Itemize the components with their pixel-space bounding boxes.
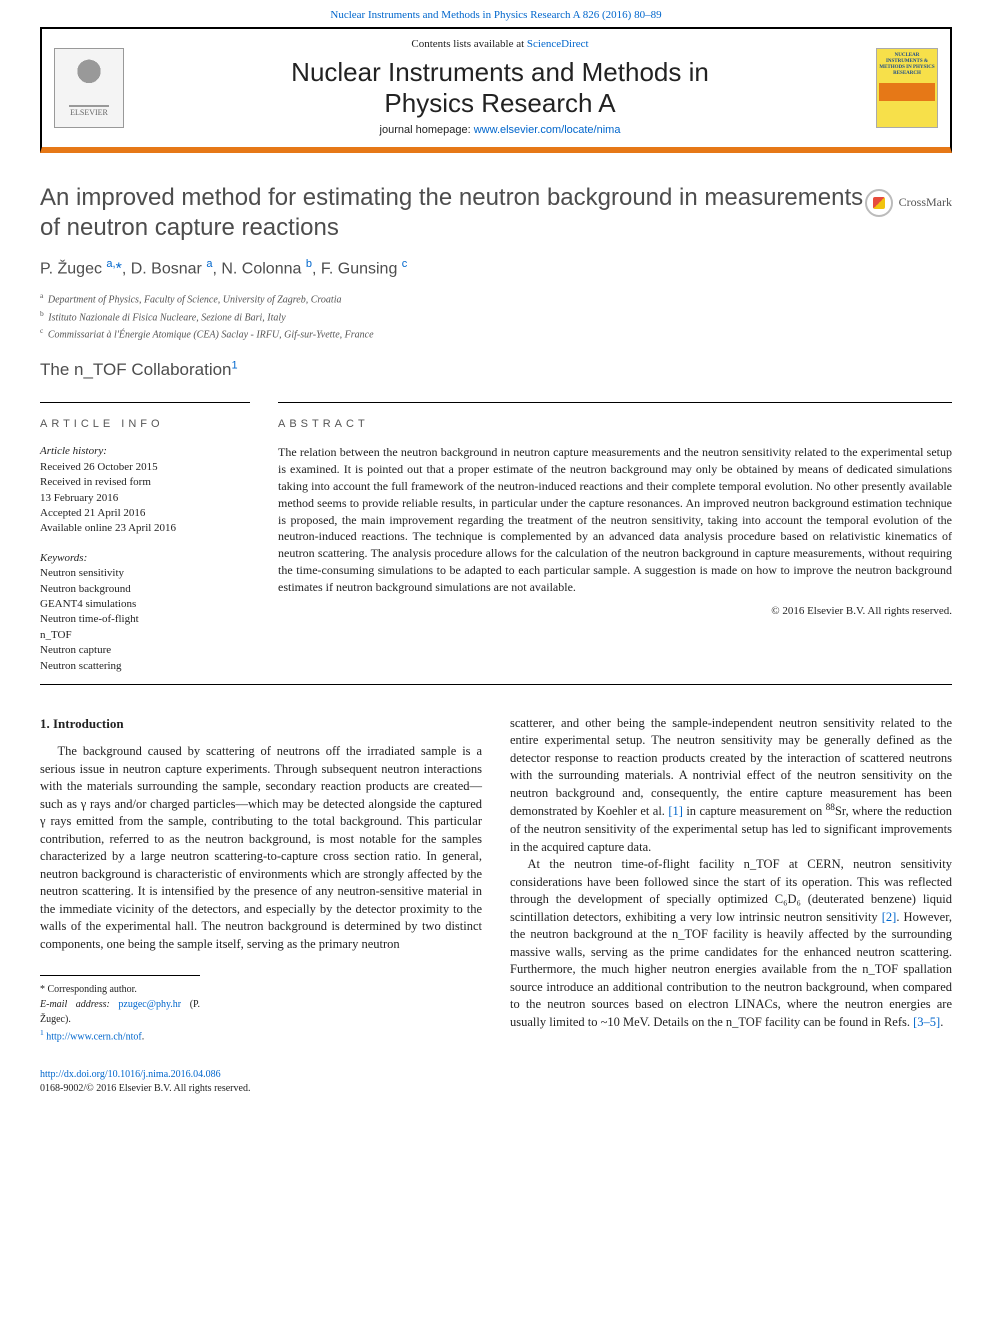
journal-header: ELSEVIER Contents lists available at Sci…: [40, 27, 952, 152]
keyword: GEANT4 simulations: [40, 597, 250, 612]
page-footer: http://dx.doi.org/10.1016/j.nima.2016.04…: [0, 1054, 992, 1116]
body-paragraph: At the neutron time-of-flight facility n…: [510, 856, 952, 1031]
keyword: Neutron scattering: [40, 659, 250, 674]
contents-line: Contents lists available at ScienceDirec…: [124, 37, 876, 52]
history-line: Accepted 21 April 2016: [40, 506, 250, 521]
keyword: n_TOF: [40, 628, 250, 643]
sr-sup: 88: [826, 803, 835, 813]
elsevier-tree-icon: [69, 57, 109, 107]
p2-mid: in capture measurement on: [683, 805, 826, 819]
p3-mid: . However, the neutron background at the…: [510, 910, 952, 1029]
footnote-end: .: [142, 1031, 145, 1042]
affiliations: a Department of Physics, Faculty of Scie…: [40, 290, 952, 342]
history-line: 13 February 2016: [40, 491, 250, 506]
keywords-block: Keywords: Neutron sensitivityNeutron bac…: [40, 551, 250, 674]
cover-stripe: [879, 83, 935, 101]
contents-prefix: Contents lists available at: [411, 38, 526, 50]
journal-title-line1: Nuclear Instruments and Methods in: [291, 57, 709, 87]
running-head: Nuclear Instruments and Methods in Physi…: [0, 0, 992, 27]
info-heading: article info: [40, 417, 250, 432]
email-label: E-mail address:: [40, 999, 118, 1010]
history-line: Received 26 October 2015: [40, 460, 250, 475]
journal-title-line2: Physics Research A: [384, 88, 615, 118]
p2-pre: scatterer, and other being the sample-in…: [510, 716, 952, 819]
keyword: Neutron sensitivity: [40, 566, 250, 581]
article-title: An improved method for estimating the ne…: [40, 183, 952, 243]
crossmark-badge[interactable]: CrossMark: [865, 189, 952, 217]
issn-copyright: 0168-9002/© 2016 Elsevier B.V. All right…: [40, 1083, 250, 1094]
homepage-prefix: journal homepage:: [380, 124, 474, 136]
ntof-link[interactable]: http://www.cern.ch/ntof: [46, 1031, 141, 1042]
history-line: Available online 23 April 2016: [40, 521, 250, 536]
ref-link[interactable]: [2]: [882, 910, 897, 924]
homepage-line: journal homepage: www.elsevier.com/locat…: [124, 123, 876, 138]
homepage-link[interactable]: www.elsevier.com/locate/nima: [474, 124, 621, 136]
section-heading: 1. Introduction: [40, 715, 482, 733]
collab-name: The n_TOF Collaboration: [40, 360, 232, 379]
keywords-head: Keywords:: [40, 551, 250, 566]
author-email-link[interactable]: pzugec@phy.hr: [118, 999, 181, 1010]
history-line: Received in revised form: [40, 475, 250, 490]
ref-link[interactable]: [3–5]: [913, 1015, 940, 1029]
ref-link[interactable]: [1]: [668, 805, 683, 819]
divider: [40, 684, 952, 685]
journal-cover-thumb: NUCLEAR INSTRUMENTS & METHODS IN PHYSICS…: [876, 48, 938, 128]
affiliation-line: c Commissariat à l'Énergie Atomique (CEA…: [40, 325, 952, 342]
crossmark-label: CrossMark: [899, 194, 952, 211]
body-paragraph: scatterer, and other being the sample-in…: [510, 715, 952, 856]
running-head-link[interactable]: Nuclear Instruments and Methods in Physi…: [330, 9, 661, 21]
email-line: E-mail address: pzugec@phy.hr (P. Žugec)…: [40, 997, 200, 1027]
keyword: Neutron capture: [40, 643, 250, 658]
article-history: Article history: Received 26 October 201…: [40, 444, 250, 536]
article-body: 1. Introduction The background caused by…: [40, 715, 952, 1045]
crossmark-icon: [865, 189, 893, 217]
collaboration: The n_TOF Collaboration1: [40, 358, 952, 382]
collab-sup: 1: [232, 360, 238, 372]
abstract-text: The relation between the neutron backgro…: [278, 444, 952, 595]
header-center: Contents lists available at ScienceDirec…: [124, 37, 876, 138]
p3-end: .: [940, 1015, 943, 1029]
doi-link[interactable]: http://dx.doi.org/10.1016/j.nima.2016.04…: [40, 1069, 221, 1080]
journal-title: Nuclear Instruments and Methods in Physi…: [124, 57, 876, 119]
body-paragraph: The background caused by scattering of n…: [40, 743, 482, 953]
cover-text: NUCLEAR INSTRUMENTS & METHODS IN PHYSICS…: [879, 53, 934, 76]
elsevier-label: ELSEVIER: [70, 107, 108, 118]
abstract-heading: abstract: [278, 417, 952, 432]
footnote-sup: 1: [40, 1028, 44, 1037]
abstract-copyright: © 2016 Elsevier B.V. All rights reserved…: [278, 604, 952, 619]
keyword: Neutron background: [40, 582, 250, 597]
affiliation-line: b Istituto Nazionale di Fisica Nucleare,…: [40, 308, 952, 325]
footnotes: * Corresponding author. E-mail address: …: [40, 975, 200, 1044]
history-head: Article history:: [40, 444, 250, 459]
author-list: P. Žugec a,*, D. Bosnar a, N. Colonna b,…: [40, 257, 952, 281]
footnote-1: 1 http://www.cern.ch/ntof.: [40, 1027, 200, 1044]
abstract-column: abstract The relation between the neutro…: [278, 402, 952, 674]
affiliation-line: a Department of Physics, Faculty of Scie…: [40, 290, 952, 307]
sciencedirect-link[interactable]: ScienceDirect: [527, 38, 589, 50]
keyword: Neutron time-of-flight: [40, 612, 250, 627]
elsevier-logo: ELSEVIER: [54, 48, 124, 128]
corresponding-author-note: * Corresponding author.: [40, 982, 200, 997]
article-info-column: article info Article history: Received 2…: [40, 402, 250, 674]
